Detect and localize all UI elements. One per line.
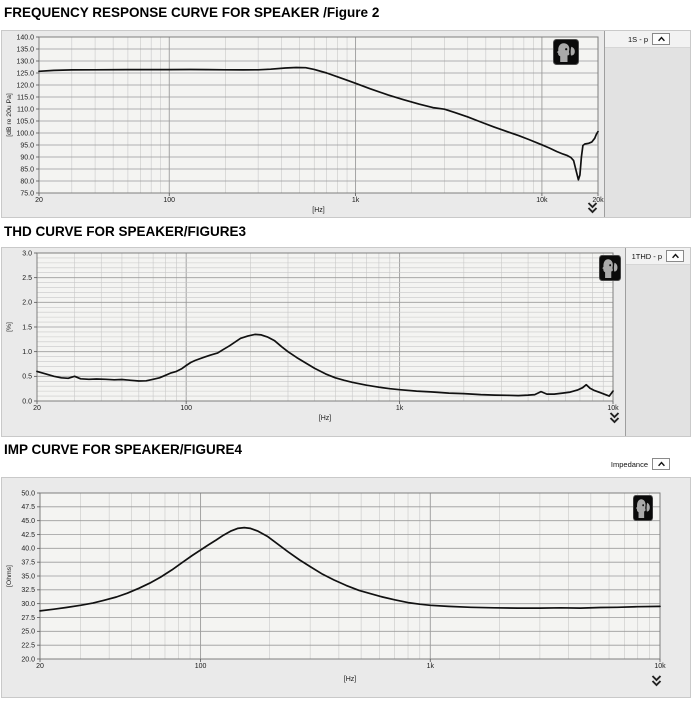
- svg-text:35.0: 35.0: [21, 573, 35, 580]
- svg-text:30.0: 30.0: [21, 601, 35, 608]
- y-axis-labels: 75.0 80.0 85.0 90.0 95.0 100.0 105.0 110.0 115.0…: [16, 34, 39, 197]
- svg-text:22.5: 22.5: [21, 642, 35, 649]
- svg-text:20: 20: [36, 663, 44, 670]
- svg-text:100: 100: [163, 197, 175, 204]
- impedance-panel: 20.0 22.5 25.0 27.5 30.0 32.5 35.0 37.5 40.0 42.5…: [1, 477, 691, 698]
- legend-item[interactable]: Impedance: [611, 456, 670, 472]
- x-axis-title: [Hz]: [319, 415, 332, 422]
- svg-text:135.0: 135.0: [16, 46, 34, 53]
- svg-text:100: 100: [195, 663, 207, 670]
- svg-text:0.0: 0.0: [22, 398, 32, 405]
- x-axis-title: [Hz]: [344, 676, 357, 683]
- svg-text:20: 20: [33, 405, 41, 412]
- svg-text:1k: 1k: [427, 663, 435, 670]
- y-axis-title: [Ohms]: [6, 565, 13, 587]
- svg-text:130.0: 130.0: [16, 58, 34, 65]
- svg-text:20: 20: [35, 197, 43, 204]
- svg-text:1k: 1k: [352, 197, 360, 204]
- legend-label: Impedance: [610, 459, 648, 469]
- double-chevron-down-icon: [651, 675, 662, 687]
- x-axis-labels: 20 100 1k 10k: [33, 401, 619, 412]
- svg-text:42.5: 42.5: [21, 532, 35, 539]
- curve-Impedance: [39, 526, 661, 612]
- curve-1THD-p: [36, 333, 614, 397]
- thd-panel: 0.0 0.5 1.0 1.5 2.0 2.5 3.0 20 100 1k 10k [Hz] [%] 1…: [1, 247, 691, 437]
- svg-text:80.0: 80.0: [20, 178, 34, 185]
- svg-text:100: 100: [180, 405, 192, 412]
- svg-text:10k: 10k: [536, 197, 548, 204]
- frequency-response-legend-sidebar: 1S - p: [604, 31, 690, 217]
- svg-text:85.0: 85.0: [20, 166, 34, 173]
- legend-collapse-button[interactable]: [652, 33, 670, 45]
- svg-text:47.5: 47.5: [21, 504, 35, 511]
- svg-text:40.0: 40.0: [21, 546, 35, 553]
- legend-label: 1S - p: [627, 34, 648, 44]
- listening-head-icon: [633, 495, 653, 521]
- thd-plot: 0.0 0.5 1.0 1.5 2.0 2.5 3.0 20 100 1k 10k [Hz] [%]: [6, 250, 622, 422]
- chevron-up-icon: [671, 253, 679, 259]
- curve-1S-p: [38, 66, 599, 181]
- frequency-response-panel: 75.0 80.0 85.0 90.0 95.0 100.0 105.0 110.0 115.0…: [1, 30, 691, 218]
- svg-text:95.0: 95.0: [20, 142, 34, 149]
- expand-chart-button[interactable]: [585, 201, 600, 216]
- svg-text:110.0: 110.0: [17, 106, 34, 113]
- expand-chart-button[interactable]: [607, 411, 622, 426]
- svg-text:140.0: 140.0: [16, 34, 34, 41]
- svg-text:0.5: 0.5: [22, 374, 32, 381]
- y-axis-labels: 0.0 0.5 1.0 1.5 2.0 2.5 3.0: [22, 250, 37, 405]
- thd-legend-sidebar: 1THD - p: [625, 248, 690, 436]
- legend-item[interactable]: 1THD - p: [626, 248, 690, 265]
- svg-text:115.0: 115.0: [17, 94, 34, 101]
- svg-text:3.0: 3.0: [22, 250, 32, 257]
- svg-text:75.0: 75.0: [20, 190, 34, 197]
- x-axis-title: [Hz]: [312, 207, 325, 214]
- svg-text:20.0: 20.0: [21, 656, 35, 663]
- y-axis-title: [dB re 20u Pa]: [6, 93, 13, 137]
- svg-text:105.0: 105.0: [16, 118, 34, 125]
- listening-head-icon: [599, 255, 622, 281]
- svg-text:1.0: 1.0: [22, 349, 32, 356]
- legend-label: 1THD - p: [631, 251, 662, 261]
- svg-text:37.5: 37.5: [21, 559, 35, 566]
- svg-text:90.0: 90.0: [20, 154, 34, 161]
- svg-text:25.0: 25.0: [21, 629, 35, 636]
- svg-text:1.5: 1.5: [22, 324, 32, 331]
- svg-text:10k: 10k: [607, 405, 619, 412]
- svg-text:1k: 1k: [396, 405, 404, 412]
- svg-text:100.0: 100.0: [16, 130, 34, 137]
- y-axis-labels: 20.0 22.5 25.0 27.5 30.0 32.5 35.0 37.5 40.0 42.5…: [21, 490, 40, 663]
- chart-title-impedance: IMP CURVE FOR SPEAKER/FIGURE4: [4, 442, 243, 457]
- chevron-up-icon: [657, 461, 665, 467]
- legend-item[interactable]: 1S - p: [605, 31, 690, 48]
- svg-text:2.5: 2.5: [22, 275, 32, 282]
- chart-title-thd: THD CURVE FOR SPEAKER/FIGURE3: [4, 224, 247, 239]
- legend-collapse-button[interactable]: [652, 458, 670, 470]
- svg-text:45.0: 45.0: [21, 518, 35, 525]
- double-chevron-down-icon: [609, 412, 620, 424]
- legend-collapse-button[interactable]: [666, 250, 684, 262]
- svg-text:20k: 20k: [592, 197, 604, 204]
- x-axis-labels: 20 100 1k 10k 20k: [35, 193, 604, 204]
- listening-head-icon: [553, 39, 579, 65]
- svg-text:125.0: 125.0: [16, 70, 34, 77]
- impedance-plot: 20.0 22.5 25.0 27.5 30.0 32.5 35.0 37.5 40.0 42.5…: [6, 490, 666, 683]
- plot-background: [39, 37, 598, 193]
- svg-text:10k: 10k: [654, 663, 666, 670]
- svg-text:27.5: 27.5: [21, 615, 35, 622]
- expand-chart-button[interactable]: [649, 674, 664, 689]
- y-axis-title: [%]: [6, 322, 13, 332]
- svg-text:32.5: 32.5: [21, 587, 35, 594]
- chart-title-frequency-response: FREQUENCY RESPONSE CURVE FOR SPEAKER /Fi…: [4, 5, 380, 20]
- double-chevron-down-icon: [587, 202, 598, 214]
- frequency-response-plot: 75.0 80.0 85.0 90.0 95.0 100.0 105.0 110.0 115.0…: [6, 34, 604, 214]
- x-axis-labels: 20 100 1k 10k: [36, 659, 666, 670]
- grid: [39, 36, 598, 194]
- plot-border: [38, 36, 599, 194]
- svg-text:120.0: 120.0: [16, 82, 34, 89]
- svg-text:2.0: 2.0: [22, 300, 32, 307]
- svg-text:50.0: 50.0: [21, 490, 35, 497]
- chevron-up-icon: [657, 36, 665, 42]
